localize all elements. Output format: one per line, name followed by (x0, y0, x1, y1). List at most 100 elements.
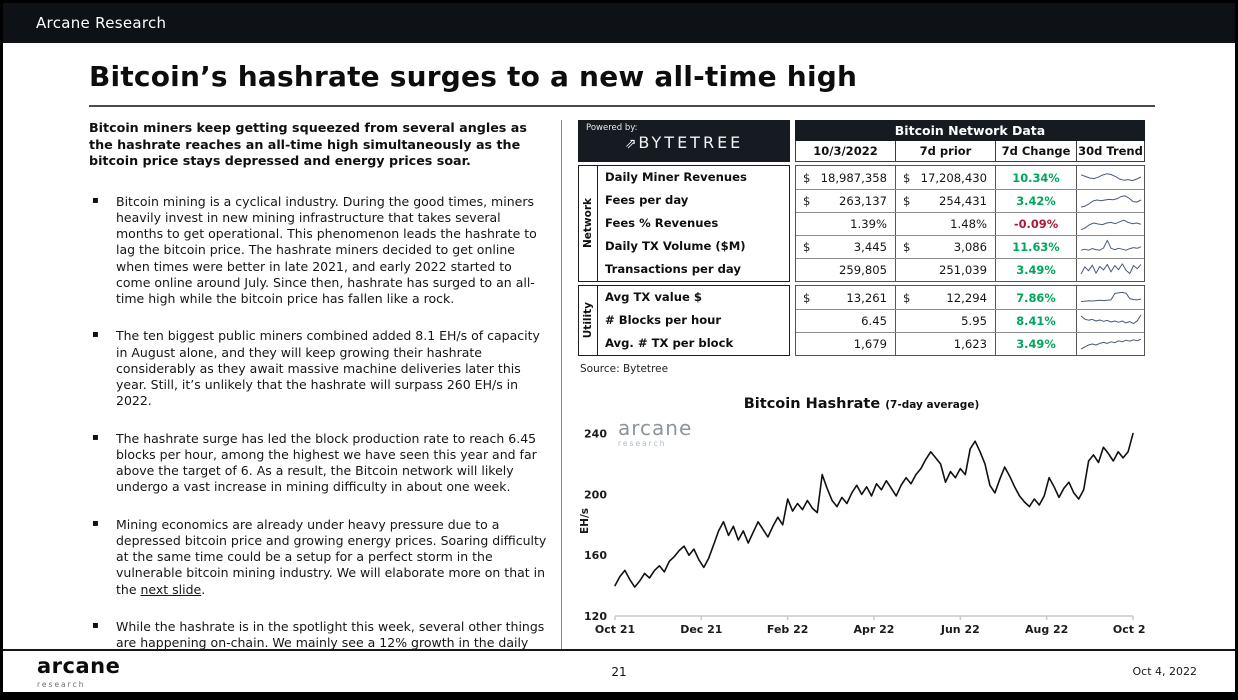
value-change: 10.34% (996, 166, 1077, 189)
svg-text:120: 120 (584, 610, 607, 623)
value-current: 1.39% (796, 213, 896, 235)
brand-name: Arcane Research (36, 14, 167, 32)
bullet-item: Mining economics are already under heavy… (89, 517, 547, 598)
value-change: 11.63% (996, 236, 1077, 258)
text-column: Bitcoin miners keep getting squeezed fro… (89, 120, 561, 692)
bytetree-arrow-icon: ⇗ (624, 136, 637, 152)
arcane-watermark-logo: arcane research (618, 416, 693, 448)
bullet-item: Bitcoin mining is a cyclical industry. D… (89, 194, 547, 308)
value-text: 1.48% (950, 217, 987, 231)
table-row: $3,445 $3,086 11.63% (796, 235, 1144, 258)
table-row: 1.39% 1.48% -0.09% (796, 212, 1144, 235)
value-prior: $17,208,430 (896, 166, 996, 189)
value-text: 3,445 (853, 240, 887, 254)
table-row: 259,805 251,039 3.49% (796, 258, 1144, 281)
table-row: $263,137 $254,431 3.42% (796, 189, 1144, 212)
trend-sparkline (1080, 172, 1141, 181)
data-column: Powered by: ⇗ BYTETREE Bitcoin Network Da… (578, 120, 1153, 692)
value-prior: $254,431 (896, 190, 996, 212)
trend-sparkline (1080, 314, 1141, 325)
table-body: Network Daily Miner Revenues Fees per day F… (578, 165, 1145, 356)
trend-sparkline (1080, 239, 1141, 251)
trend-cell (1077, 310, 1144, 332)
row-label-box: Utility Avg TX value $ # Blocks per hour Av… (578, 285, 790, 356)
value-current: 6.45 (796, 310, 896, 332)
row-values-box: $18,987,358 $17,208,430 10.34% $263,137 $254… (795, 165, 1145, 282)
footer-arcane-logo: arcane research (37, 654, 121, 689)
value-text: 259,805 (839, 263, 887, 277)
group-label-text: Network (582, 198, 594, 249)
value-prior: $3,086 (896, 236, 996, 258)
value-text: 254,431 (939, 194, 987, 208)
value-current: $263,137 (796, 190, 896, 212)
next-slide-link[interactable]: next slide (140, 581, 202, 597)
row-label: Daily TX Volume ($M) (605, 239, 746, 253)
bullet-text: The ten biggest public miners combined a… (116, 328, 540, 409)
trend-cell (1077, 333, 1144, 355)
intro-paragraph: Bitcoin miners keep getting squeezed fro… (89, 120, 527, 168)
trend-sparkline (1080, 263, 1141, 275)
hashrate-line-chart: 120 160 200 240 EH/s Oct 21 Dec 21 Feb 22 Apr 22… (579, 428, 1153, 636)
value-prior: 5.95 (896, 310, 996, 332)
row-label: # Blocks per hour (605, 313, 722, 327)
value-current: 259,805 (796, 259, 896, 281)
title-rule (89, 105, 1155, 107)
value-text: 12,294 (946, 290, 987, 305)
currency-prefix: $ (903, 240, 911, 254)
trend-cell (1077, 166, 1144, 189)
value-current: 1,679 (796, 333, 896, 355)
chart-subtitle: (7-day average) (885, 399, 980, 411)
table-source: Source: Bytetree (580, 363, 669, 375)
trend-sparkline (1080, 338, 1141, 350)
row-values-box: $13,261 $12,294 7.86% 6.45 5.95 8.41% 1,679 1,6… (795, 285, 1145, 356)
bullet-text: Bitcoin mining is a cyclical industry. D… (116, 193, 537, 307)
powered-by-label: Powered by: (586, 123, 638, 133)
row-label: Transactions per day (605, 262, 741, 276)
trend-cell (1077, 190, 1144, 212)
trend-cell (1077, 236, 1144, 258)
bullet-item: The hashrate surge has led the block pro… (89, 431, 547, 496)
value-text: 251,039 (939, 263, 987, 277)
column-header-date: 10/3/2022 (796, 141, 896, 161)
value-change: 8.41% (996, 310, 1077, 332)
value-current: $3,445 (796, 236, 896, 258)
hashrate-chart: Bitcoin Hashrate (7-day average) arcane … (578, 396, 1153, 663)
svg-text:Aug 22: Aug 22 (1025, 623, 1068, 636)
column-divider (561, 120, 562, 692)
currency-prefix: $ (903, 290, 911, 305)
footer: arcane research 21 Oct 4, 2022 (3, 649, 1235, 692)
bytetree-logo-box: Powered by: ⇗ BYTETREE (578, 120, 790, 162)
value-text: 3,086 (953, 240, 987, 254)
value-text: 17,208,430 (920, 170, 987, 185)
svg-text:Apr 22: Apr 22 (854, 623, 895, 636)
value-text: 5.95 (961, 314, 987, 328)
row-label-box: Network Daily Miner Revenues Fees per day F… (578, 165, 790, 282)
currency-prefix: $ (903, 194, 911, 208)
currency-prefix: $ (803, 170, 811, 185)
group-label-utility: Utility (579, 286, 598, 355)
svg-text:Oct 22: Oct 22 (1113, 623, 1145, 636)
value-prior: $12,294 (896, 286, 996, 309)
row-label: Daily Miner Revenues (605, 170, 747, 184)
row-labels: Avg TX value $ # Blocks per hour Avg. # TX… (598, 286, 789, 355)
svg-text:160: 160 (584, 549, 607, 562)
trend-cell (1077, 213, 1144, 235)
currency-prefix: $ (803, 290, 811, 305)
slide-content: Bitcoin’s hashrate surges to a new all-t… (3, 43, 1235, 692)
table-row: $13,261 $12,294 7.86% (796, 286, 1144, 309)
value-change: 3.49% (996, 333, 1077, 355)
currency-prefix: $ (903, 170, 911, 185)
page-title: Bitcoin’s hashrate surges to a new all-t… (89, 60, 858, 93)
group-label-text: Utility (582, 302, 594, 339)
value-text: 18,987,358 (820, 170, 887, 185)
column-header-change: 7d Change (996, 141, 1077, 161)
value-text: 1.39% (850, 217, 887, 231)
currency-prefix: $ (803, 194, 811, 208)
currency-prefix: $ (803, 240, 811, 254)
group-label-network: Network (579, 166, 598, 281)
chart-title: Bitcoin Hashrate (7-day average) (743, 396, 980, 412)
svg-text:Jun 22: Jun 22 (940, 623, 980, 636)
svg-text:200: 200 (584, 488, 607, 501)
value-change: 7.86% (996, 286, 1077, 309)
